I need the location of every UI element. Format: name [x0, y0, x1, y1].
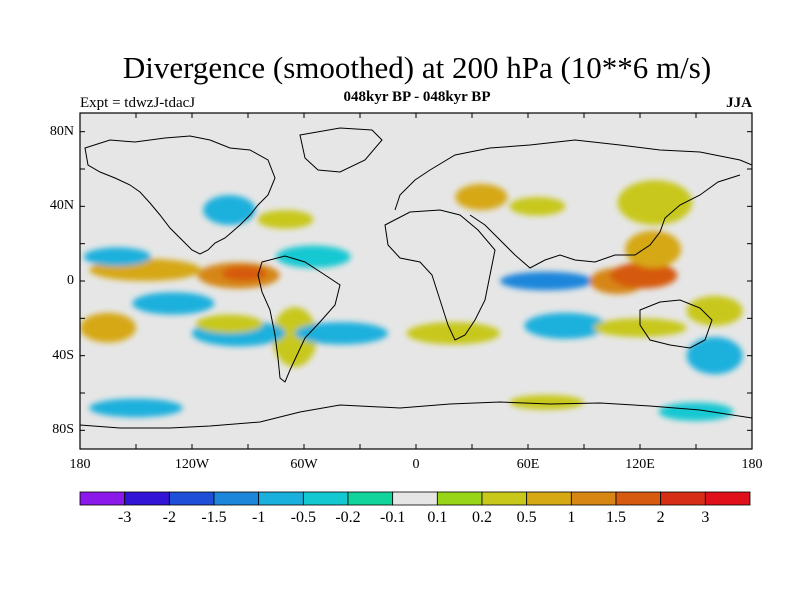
field-anomaly-20: [610, 262, 678, 289]
colorbar-swatch: [704, 491, 751, 506]
field-anomaly-4: [83, 247, 151, 267]
colorbar-swatch: [392, 491, 438, 506]
lon-label: 60E: [516, 457, 540, 472]
colorbar-swatch: [79, 491, 126, 506]
lat-label: 80S: [52, 422, 74, 438]
colorbar-label: -0.2: [335, 509, 361, 526]
field-anomaly-3: [132, 292, 215, 315]
field-anomaly-12: [89, 398, 183, 418]
colorbar-swatch: [124, 491, 170, 506]
colorbar-label: 2: [656, 509, 665, 526]
colorbar-swatch: [168, 491, 215, 506]
field-anomaly-1: [221, 266, 267, 281]
field-anomaly-14: [406, 322, 501, 345]
coastline-antarctica: [80, 401, 752, 429]
lon-label: 120E: [625, 457, 655, 472]
field-anomaly-8: [272, 307, 318, 367]
colorbar-label: -3: [117, 509, 132, 526]
lon-label: 0: [412, 457, 420, 472]
map-title: Divergence (smoothed) at 200 hPa (10**6 …: [122, 50, 712, 85]
lon-label: 60W: [290, 457, 318, 472]
lat-label: 40N: [49, 198, 74, 214]
colorbar-label: 3: [701, 509, 710, 526]
field-anomaly-27: [658, 402, 734, 421]
coastline-south-america: [257, 255, 341, 383]
lon-label: 180: [741, 457, 763, 472]
lon-label: 120W: [174, 457, 210, 472]
colorbar-label: 0.5: [516, 509, 537, 526]
colorbar-swatch: [213, 491, 260, 506]
field-anomaly-15: [455, 183, 508, 211]
colorbar-label: -1: [251, 509, 266, 526]
lon-label: 180: [69, 457, 91, 472]
colorbar-swatch: [347, 491, 394, 506]
field-anomaly-25: [593, 318, 687, 337]
field-anomaly-16: [509, 197, 566, 216]
coastline-greenland: [299, 127, 383, 173]
colorbar-swatch: [481, 491, 528, 506]
colorbar-label: 1: [567, 509, 576, 526]
colorbar-label: -2: [162, 509, 176, 526]
field-anomaly-5: [203, 195, 256, 225]
coastline-australia: [639, 299, 713, 349]
map-ticks: [79, 113, 753, 449]
field-anomaly-13: [294, 322, 389, 345]
coastline-north-america: [84, 135, 276, 255]
colorbar-label: -0.1: [379, 509, 406, 526]
field-anomaly-21: [625, 230, 682, 268]
colorbar: [79, 491, 751, 506]
colorbar-label: 1.5: [606, 509, 626, 526]
lat-label: 80N: [49, 123, 74, 139]
colorbar-swatch: [615, 491, 662, 506]
field-anomaly-6: [257, 210, 314, 229]
colorbar-label: 0.2: [472, 509, 492, 526]
lat-label: 0: [67, 273, 74, 288]
field-anomaly-22: [617, 180, 693, 226]
lat-label: 40S: [52, 347, 74, 363]
season-label: JJA: [726, 95, 752, 111]
field-anomaly-11: [80, 312, 136, 343]
colorbar-swatch: [660, 491, 706, 506]
field-anomaly-18: [524, 312, 607, 339]
field-anomaly-7: [276, 245, 351, 268]
colorbar-label: 0.1: [427, 509, 448, 526]
colorbar-swatch: [436, 491, 483, 506]
colorbar-swatch: [258, 491, 304, 506]
colorbar-label: -1.5: [201, 509, 227, 526]
divergence-field: [80, 180, 743, 421]
field-anomaly-10: [195, 314, 263, 334]
colorbar-swatch: [526, 491, 572, 506]
coastline-africa: [384, 209, 496, 341]
colorbar-label: -0.5: [290, 509, 316, 526]
coastline-eurasia: [394, 139, 752, 269]
map-subtitle: 048kyr BP - 048kyr BP: [343, 89, 491, 105]
field-anomaly-17: [500, 271, 594, 291]
coastlines: [80, 127, 752, 429]
field-anomaly-26: [509, 394, 584, 410]
experiment-label: Expt = tdwzJ-tdacJ: [80, 95, 196, 111]
field-anomaly-23: [686, 295, 743, 326]
field-anomaly-24: [686, 337, 743, 375]
colorbar-swatch: [570, 491, 617, 506]
colorbar-swatch: [302, 491, 349, 506]
